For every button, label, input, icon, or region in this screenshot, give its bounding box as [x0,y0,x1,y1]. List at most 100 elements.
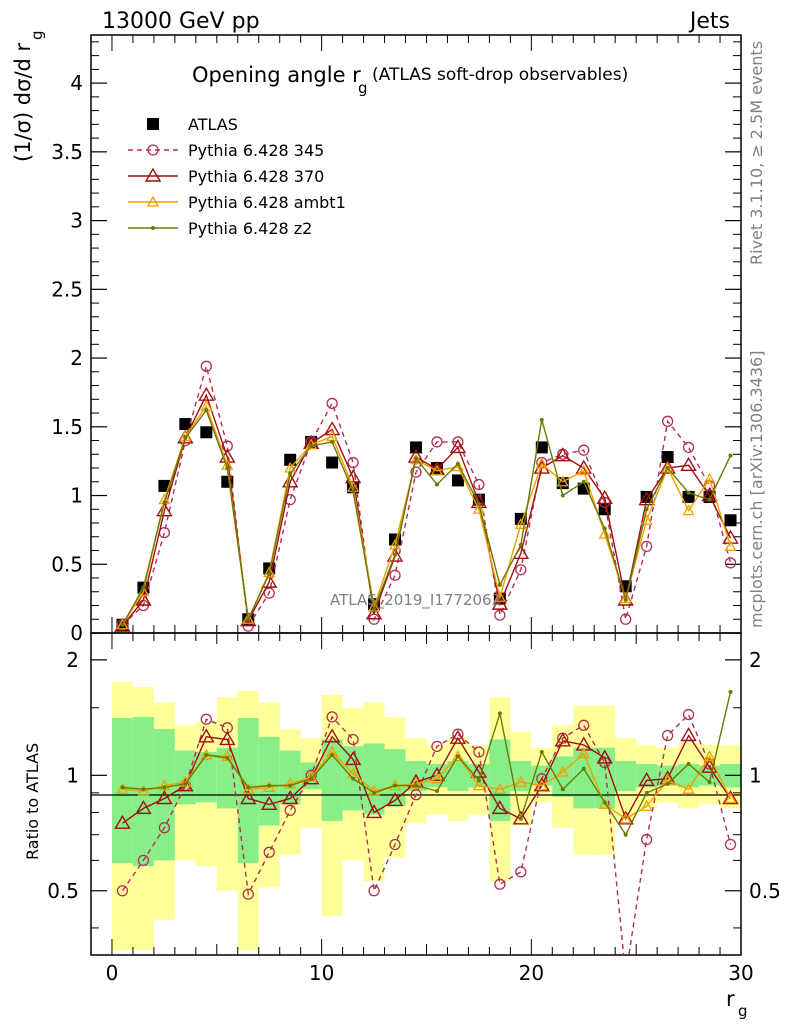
series-marker [497,582,502,587]
plot-title-suffix: (ATLAS soft-drop observables) [372,65,628,85]
main-y-axis: 0 0.5 1 1.5 2 2.5 3 3.5 4 [51,35,742,645]
series-marker [430,464,444,476]
series-marker [393,552,398,557]
ratio-series-group [114,689,739,981]
series-marker [644,507,649,512]
series-marker [621,971,631,981]
series-marker [617,810,634,825]
plot-title: Opening angle r [192,63,361,87]
legend-entry: Pythia 6.428 z2 [128,219,312,238]
x-tick-label: 20 [519,961,544,985]
series-marker [162,500,167,505]
series-marker [638,771,655,787]
data-point [535,441,548,454]
series-marker [284,804,296,817]
series-marker [137,784,150,796]
series-marker [682,708,695,721]
series-marker [351,776,356,781]
series-marker [409,453,423,465]
mcplots-label: mcplots.cern.ch [arXiv:1306.3436] [747,351,766,628]
series-marker [116,618,129,630]
series-marker [680,456,697,471]
ratio-y-tick-label-right: 2 [749,648,762,672]
series-marker [512,810,530,825]
series-marker [686,490,691,495]
series-marker [472,502,486,514]
series-marker [535,457,548,469]
y-tick-label: 4 [70,71,83,95]
series-marker [200,360,212,372]
series-marker [135,591,152,606]
series-marker [686,762,691,767]
series-marker [449,439,467,454]
series-marker [578,719,590,731]
series-marker [665,466,670,471]
series-marker [724,540,737,552]
series-marker [141,585,146,590]
series-marker [619,592,632,604]
legend-entry: ATLAS [147,115,238,134]
series-marker [116,782,129,794]
series-marker [556,765,569,777]
ratio-y-label: Ratio to ATLAS [23,743,42,860]
series-marker [288,471,293,476]
series-marker [575,736,592,751]
series-marker [728,689,733,694]
series-marker [183,781,188,786]
series-marker [455,754,460,759]
series-marker [158,779,171,791]
series-marker [577,464,590,476]
series-marker [204,408,209,413]
legend-label: Pythia 6.428 345 [188,141,324,160]
series-marker [351,489,356,494]
series-marker [598,527,611,539]
series-marker [514,775,527,787]
series-marker [554,447,571,462]
series-marker [515,564,527,576]
inner-uncertainty-band [615,760,637,792]
series-marker [434,482,439,487]
legend-marker [151,226,155,230]
legend-entry: Pythia 6.428 ambt1 [128,193,346,212]
data-point [724,514,737,527]
series-marker [246,617,251,622]
series-marker [640,540,653,553]
series-marker [493,590,506,602]
series-marker [598,798,611,810]
series-marker [305,438,318,450]
series-marker [682,504,695,516]
header-right: Jets [688,9,730,34]
series-marker [560,493,565,498]
series-marker [703,750,716,762]
series-marker [491,595,509,610]
series-marker [539,417,544,422]
series-marker [183,435,188,440]
series-marker [682,782,695,794]
series-marker [365,605,383,620]
series-marker [722,790,739,805]
legend-entry: Pythia 6.428 345 [128,141,324,160]
series-marker [518,543,523,548]
series-marker [661,415,674,427]
series-marker [158,526,171,539]
series-marker [661,461,674,473]
series-marker [476,501,481,506]
ratio-y-axis: 0.5 0.5 1 1 2 2 [47,648,781,929]
plot-title-sub: g [358,79,368,97]
series-marker [120,622,125,627]
x-tick-label: 0 [106,961,119,985]
series-marker [515,866,527,878]
series-marker [323,728,341,743]
series-marker [539,750,544,755]
main-series-group [114,360,739,632]
series-marker [476,778,481,783]
series-marker [707,497,712,502]
series-marker [219,731,236,746]
series-marker [640,833,653,846]
series-line [121,408,732,626]
y-tick-label: 1 [70,484,83,508]
series-marker [200,748,213,760]
ratio-plot-frame [90,632,742,956]
series-marker [198,728,215,743]
series-marker [451,750,465,762]
